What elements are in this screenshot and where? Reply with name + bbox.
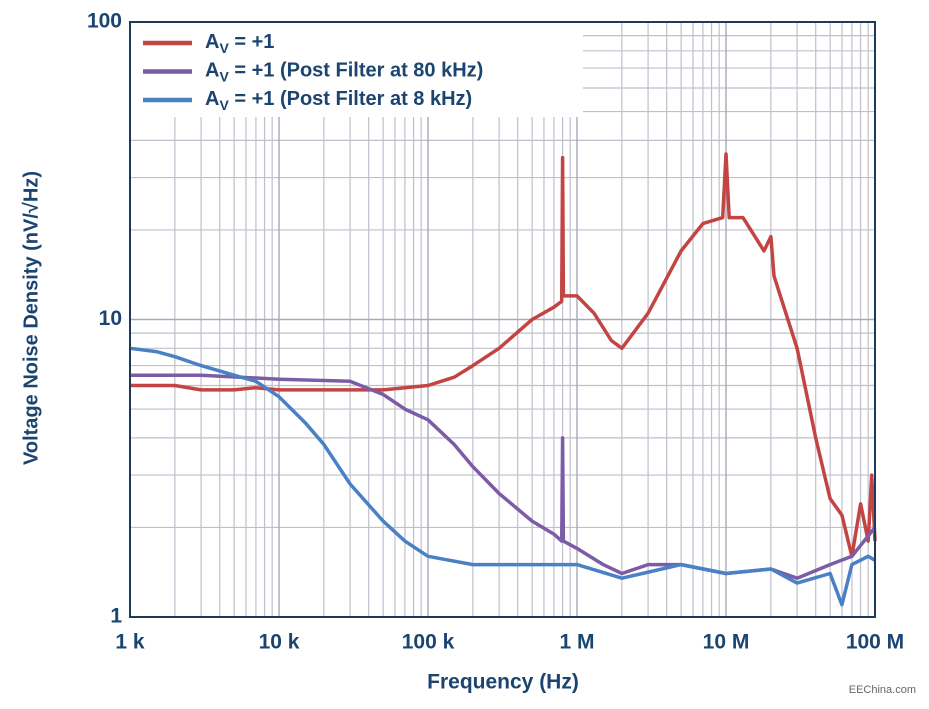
x-tick-label: 10 M	[703, 631, 750, 654]
x-tick-label: 1 M	[559, 631, 594, 654]
x-axis-label: Frequency (Hz)	[427, 671, 579, 694]
legend-label: AV = +1 (Post Filter at 8 kHz)	[205, 88, 472, 112]
y-tick-label: 1	[110, 605, 122, 628]
x-tick-label: 100 M	[846, 631, 904, 654]
y-tick-label: 10	[99, 307, 122, 330]
y-axis-label: Voltage Noise Density (nV/√Hz)	[20, 171, 42, 465]
x-tick-label: 1 k	[115, 631, 145, 654]
plot-frame	[129, 21, 876, 618]
x-tick-label: 100 k	[402, 631, 455, 654]
legend-box	[131, 23, 583, 117]
series-line	[129, 346, 876, 607]
legend-label: AV = +1 (Post Filter at 80 kHz)	[205, 60, 483, 84]
series-line	[130, 373, 877, 580]
legend-label: AV = +1	[205, 31, 274, 55]
y-tick-label: 100	[87, 10, 122, 33]
watermark: EEChina.com	[849, 684, 916, 696]
series-line	[130, 152, 877, 559]
x-tick-label: 10 k	[259, 631, 300, 654]
